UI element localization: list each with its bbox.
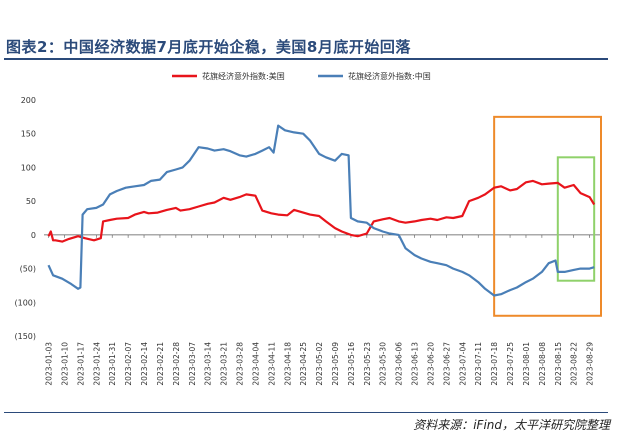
highlight-box [493, 115, 602, 317]
x-tick-label: 2023-04-18 [283, 342, 292, 386]
series-line-cn [47, 124, 595, 297]
x-tick-label: 2023-04-25 [299, 342, 308, 386]
x-tick-label: 2023-02-21 [156, 342, 165, 386]
x-tick-label: 2023-02-14 [140, 342, 149, 386]
x-tick-label: 2023-07-18 [490, 342, 499, 386]
x-tick-label: 2023-08-01 [522, 342, 531, 386]
annotations [493, 115, 602, 317]
x-tick-label: 2023-08-29 [586, 342, 595, 386]
x-tick-label: 2023-01-17 [76, 342, 85, 386]
x-tick-label: 2023-07-25 [506, 342, 515, 386]
x-tick-label: 2023-03-14 [204, 342, 213, 386]
x-tick-label: 2023-08-15 [554, 342, 563, 386]
x-tick-label: 2023-08-08 [538, 342, 547, 386]
x-tick-label: 2023-06-27 [442, 342, 451, 386]
y-tick-label: (50) [20, 265, 36, 274]
footer-rule [4, 412, 608, 413]
x-tick-label: 2023-06-13 [411, 342, 420, 386]
x-tick-label: 2023-07-04 [458, 342, 467, 386]
figure-title: 图表2：中国经济数据7月底开始企稳，美国8月底开始回落 [6, 38, 411, 56]
legend: 花旗经济意外指数:美国 花旗经济意外指数:中国 [172, 71, 431, 81]
x-tick-label: 2023-07-11 [474, 342, 483, 386]
x-tick-label: 2023-04-04 [251, 342, 260, 386]
x-tick-label: 2023-02-07 [124, 342, 133, 386]
series-line-us [47, 179, 596, 243]
x-tick-label: 2023-05-02 [315, 342, 324, 386]
y-tick-label: (150) [14, 332, 36, 341]
x-tick-label: 2023-08-22 [570, 342, 579, 386]
legend-label-us: 花旗经济意外指数:美国 [202, 71, 285, 81]
x-tick-label: 2023-05-23 [363, 342, 372, 386]
x-tick-label: 2023-03-07 [188, 342, 197, 386]
title-rule [4, 58, 608, 60]
y-tick-label: 100 [21, 163, 36, 172]
x-tick-label: 2023-01-03 [45, 342, 54, 386]
highlight-box [556, 156, 596, 282]
x-tick-label: 2023-05-09 [331, 342, 340, 386]
y-tick-label: 0 [31, 231, 36, 240]
x-tick-label: 2023-04-11 [267, 342, 276, 386]
x-tick-label: 2023-03-21 [220, 342, 229, 386]
y-axis: 200 150 100 50 0 (50) (100) (150) [14, 96, 601, 341]
x-tick-label: 2023-03-28 [236, 342, 245, 386]
x-tick-label: 2023-01-24 [92, 342, 101, 386]
x-tick-label: 2023-01-31 [108, 342, 117, 386]
series-lines [47, 124, 596, 297]
source-note: 资料来源：iFind，太平洋研究院整理 [413, 418, 610, 432]
y-tick-label: 200 [21, 96, 36, 105]
x-tick-label: 2023-05-30 [379, 342, 388, 386]
y-tick-label: (100) [14, 298, 36, 307]
legend-label-cn: 花旗经济意外指数:中国 [348, 71, 431, 81]
x-tick-label: 2023-06-20 [426, 342, 435, 386]
x-tick-label: 2023-06-06 [395, 342, 404, 386]
x-axis: 2023-01-03 2023-01-10 2023-01-17 2023-01-24… [45, 234, 595, 386]
x-tick-label: 2023-05-16 [347, 342, 356, 386]
x-tick-label: 2023-01-10 [60, 342, 69, 386]
y-tick-label: 50 [26, 197, 36, 206]
y-tick-label: 150 [21, 130, 36, 139]
x-tick-label: 2023-02-28 [172, 342, 181, 386]
